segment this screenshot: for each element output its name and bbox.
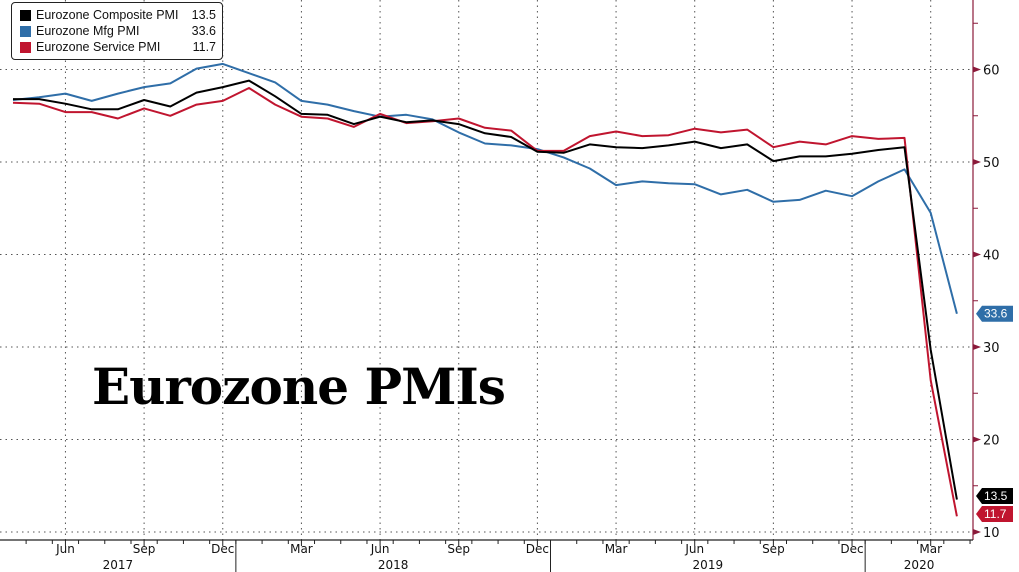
legend-value: 33.6 (191, 24, 216, 38)
x-tick-label: Dec (840, 542, 863, 556)
y-tick-label: 60 (983, 64, 1000, 79)
last-value-flag (976, 488, 1013, 504)
legend-item-composite: Eurozone Composite PMI 13.5 (20, 7, 222, 23)
legend-value: 13.5 (191, 8, 216, 22)
series-line-eurozone-composite-pmi (13, 79, 958, 500)
x-tick-label: Sep (447, 542, 470, 556)
x-tick-label: Dec (211, 542, 234, 556)
legend-swatch (20, 25, 31, 37)
x-tick-label: Mar (605, 542, 628, 556)
legend-label: Eurozone Composite PMI (36, 8, 179, 22)
x-tick-label: Sep (762, 542, 785, 556)
y-tick-label: 50 (983, 156, 1000, 171)
x-tick-label: Jun (55, 542, 75, 556)
last-value-label: 13.5 (984, 489, 1008, 503)
x-tick-label: Jun (684, 542, 704, 556)
last-value-flag (976, 305, 1013, 322)
series-line-eurozone-mfg-pmi (12, 62, 958, 314)
legend-item-service: Eurozone Service PMI 11.7 (20, 39, 222, 55)
x-tick-label: Mar (919, 542, 942, 556)
legend-swatch (20, 41, 31, 53)
x-tick-label: Jun (370, 542, 390, 556)
last-value-label: 11.7 (984, 507, 1007, 521)
y-tick-marker (973, 436, 981, 443)
x-year-label: 2019 (693, 558, 724, 572)
legend: Eurozone Composite PMI 13.5 Eurozone Mfg… (11, 2, 223, 60)
x-tick-label: Dec (526, 542, 549, 556)
x-tick-label: Mar (290, 542, 313, 556)
y-tick-label: 10 (983, 526, 1000, 541)
x-year-label: 2018 (378, 558, 409, 572)
legend-label: Eurozone Service PMI (36, 40, 161, 54)
y-tick-marker (973, 529, 981, 535)
last-value-label: 33.6 (984, 307, 1008, 321)
y-tick-marker (973, 251, 981, 258)
x-year-label: 2017 (103, 558, 134, 572)
legend-value: 11.7 (192, 40, 216, 54)
y-tick-marker (973, 66, 981, 73)
legend-item-mfg: Eurozone Mfg PMI 33.6 (20, 23, 222, 39)
legend-swatch (20, 9, 31, 21)
last-value-flag (976, 506, 1013, 522)
series-line-eurozone-service-pmi (12, 87, 958, 517)
y-tick-marker (973, 344, 981, 350)
x-year-label: 2020 (904, 558, 935, 572)
y-tick-label: 20 (983, 434, 1000, 449)
x-tick-label: Sep (133, 542, 156, 556)
y-tick-label: 30 (983, 341, 1000, 356)
y-tick-marker (973, 159, 981, 165)
y-tick-label: 40 (983, 249, 1000, 264)
legend-label: Eurozone Mfg PMI (36, 24, 140, 38)
chart-title: Eurozone PMIs (92, 357, 506, 416)
